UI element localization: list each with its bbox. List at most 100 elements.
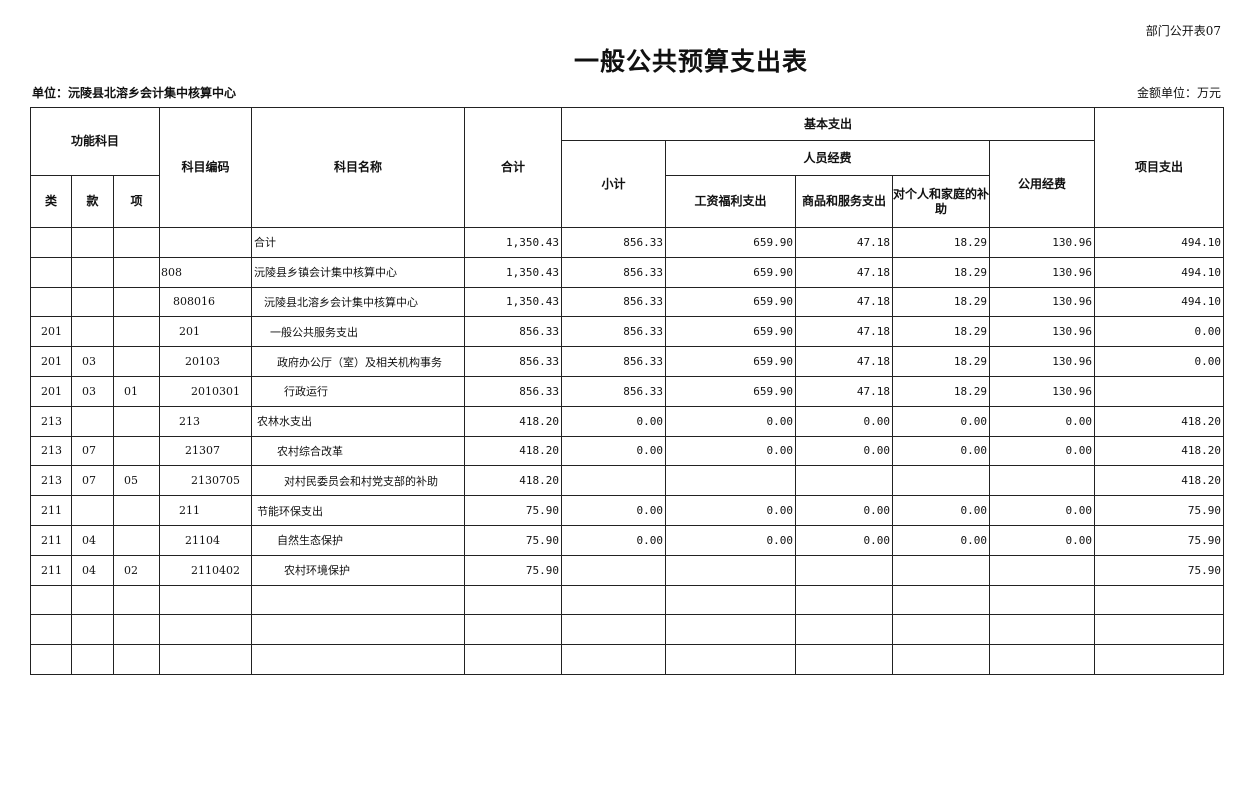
cell-project: [1094, 584, 1224, 616]
cell-project: 494.10: [1094, 286, 1224, 318]
cell-public: 0.00: [989, 405, 1095, 437]
cell-subsidy: [892, 554, 990, 586]
cell-goods: [795, 465, 893, 497]
cell-wages: 659.90: [665, 316, 796, 348]
cell-name: [251, 644, 465, 675]
cell-goods: 0.00: [795, 435, 893, 467]
cell-project: 418.20: [1094, 465, 1224, 497]
cell-total: 1,350.43: [464, 227, 562, 258]
cell-project: 75.90: [1094, 554, 1224, 586]
cell-xiang: [113, 405, 160, 437]
header-personnel: 人员经费: [665, 140, 990, 176]
header-wages: 工资福利支出: [665, 175, 796, 228]
cell-project: [1094, 614, 1224, 646]
cell-subtotal: 0.00: [561, 495, 666, 526]
header-public: 公用经费: [989, 140, 1095, 228]
header-goods: 商品和服务支出: [795, 175, 893, 228]
cell-public: [989, 644, 1095, 675]
cell-project: 75.90: [1094, 524, 1224, 556]
cell-subsidy: [892, 465, 990, 497]
table-row: 808016 沅陵县北溶乡会计集中核算中心 1,350.43 856.33 659.90…: [30, 286, 1224, 318]
cell-name: 沅陵县乡镇会计集中核算中心: [251, 256, 465, 288]
cell-goods: 47.18: [795, 316, 893, 348]
table-row: 213 213 农林水支出 418.20 0.00 0.00 0.00 0.00 0.00 418…: [30, 405, 1224, 437]
cell-subsidy: 18.29: [892, 227, 990, 258]
cell-name: 农村综合改革: [251, 435, 465, 467]
cell-subsidy: 0.00: [892, 435, 990, 467]
cell-wages: [665, 554, 796, 586]
table-row: 213 07 05 2130705 对村民委员会和村党支部的补助 418.20 418.20: [30, 465, 1224, 497]
cell-subsidy: 0.00: [892, 405, 990, 437]
cell-subsidy: 0.00: [892, 495, 990, 526]
header-lei: 类: [30, 175, 72, 228]
cell-name: 自然生态保护: [251, 524, 465, 556]
cell-total: 418.20: [464, 465, 562, 497]
table-row: 211 211 节能环保支出 75.90 0.00 0.00 0.00 0.00 0.00 75.…: [30, 495, 1224, 526]
cell-public: 130.96: [989, 375, 1095, 407]
cell-subtotal: 0.00: [561, 405, 666, 437]
cell-xiang: [113, 584, 160, 616]
cell-subtotal: 856.33: [561, 227, 666, 258]
cell-subtotal: [561, 465, 666, 497]
cell-total: 75.90: [464, 524, 562, 556]
cell-name: [251, 584, 465, 616]
cell-code: 2130705: [159, 465, 252, 497]
cell-subsidy: 18.29: [892, 316, 990, 348]
cell-lei: 211: [30, 524, 72, 556]
cell-code: 2110402: [159, 554, 252, 586]
cell-name: 节能环保支出: [251, 495, 465, 526]
cell-subsidy: [892, 614, 990, 646]
cell-project: 418.20: [1094, 405, 1224, 437]
cell-xiang: [113, 346, 160, 377]
cell-project: [1094, 644, 1224, 675]
cell-code: 808: [159, 256, 252, 288]
cell-total: 1,350.43: [464, 286, 562, 318]
cell-public: [989, 465, 1095, 497]
cell-lei: [30, 227, 72, 258]
cell-code: 2010301: [159, 375, 252, 407]
cell-kuan: 04: [71, 524, 114, 556]
cell-subtotal: [561, 554, 666, 586]
cell-lei: 213: [30, 465, 72, 497]
cell-total: 856.33: [464, 316, 562, 348]
cell-lei: [30, 584, 72, 616]
cell-xiang: [113, 614, 160, 646]
cell-total: 418.20: [464, 435, 562, 467]
cell-code: 808016: [159, 286, 252, 318]
cell-xiang: [113, 495, 160, 526]
money-unit-label: 金额单位：万元: [1136, 86, 1221, 100]
cell-subtotal: 0.00: [561, 524, 666, 556]
cell-kuan: [71, 316, 114, 348]
cell-xiang: [113, 227, 160, 258]
cell-lei: 213: [30, 405, 72, 437]
cell-xiang: [113, 524, 160, 556]
cell-kuan: 07: [71, 465, 114, 497]
cell-subsidy: 18.29: [892, 286, 990, 318]
cell-public: [989, 584, 1095, 616]
header-total: 合计: [464, 107, 562, 228]
cell-xiang: 01: [113, 375, 160, 407]
cell-total: [464, 584, 562, 616]
cell-total: [464, 614, 562, 646]
cell-name: 政府办公厅（室）及相关机构事务: [251, 346, 465, 377]
table-row: 211 04 02 2110402 农村环境保护 75.90 75.90: [30, 554, 1224, 586]
table-row: 201 201 一般公共服务支出 856.33 856.33 659.90 47.18 18.…: [30, 316, 1224, 348]
cell-goods: [795, 554, 893, 586]
cell-total: 1,350.43: [464, 256, 562, 288]
cell-project: 494.10: [1094, 256, 1224, 288]
header-function-subject: 功能科目: [30, 107, 160, 176]
cell-code: 201: [159, 316, 252, 348]
cell-lei: [30, 256, 72, 288]
cell-subsidy: 18.29: [892, 346, 990, 377]
cell-project: [1094, 375, 1224, 407]
cell-kuan: [71, 405, 114, 437]
cell-name: 对村民委员会和村党支部的补助: [251, 465, 465, 497]
cell-subtotal: [561, 584, 666, 616]
cell-subtotal: 856.33: [561, 256, 666, 288]
cell-name: 沅陵县北溶乡会计集中核算中心: [251, 286, 465, 318]
cell-wages: 659.90: [665, 286, 796, 318]
cell-subtotal: 856.33: [561, 346, 666, 377]
table-row: 211 04 21104 自然生态保护 75.90 0.00 0.00 0.00 0.00 0.0…: [30, 524, 1224, 556]
header-basic: 基本支出: [561, 107, 1095, 141]
cell-wages: [665, 465, 796, 497]
